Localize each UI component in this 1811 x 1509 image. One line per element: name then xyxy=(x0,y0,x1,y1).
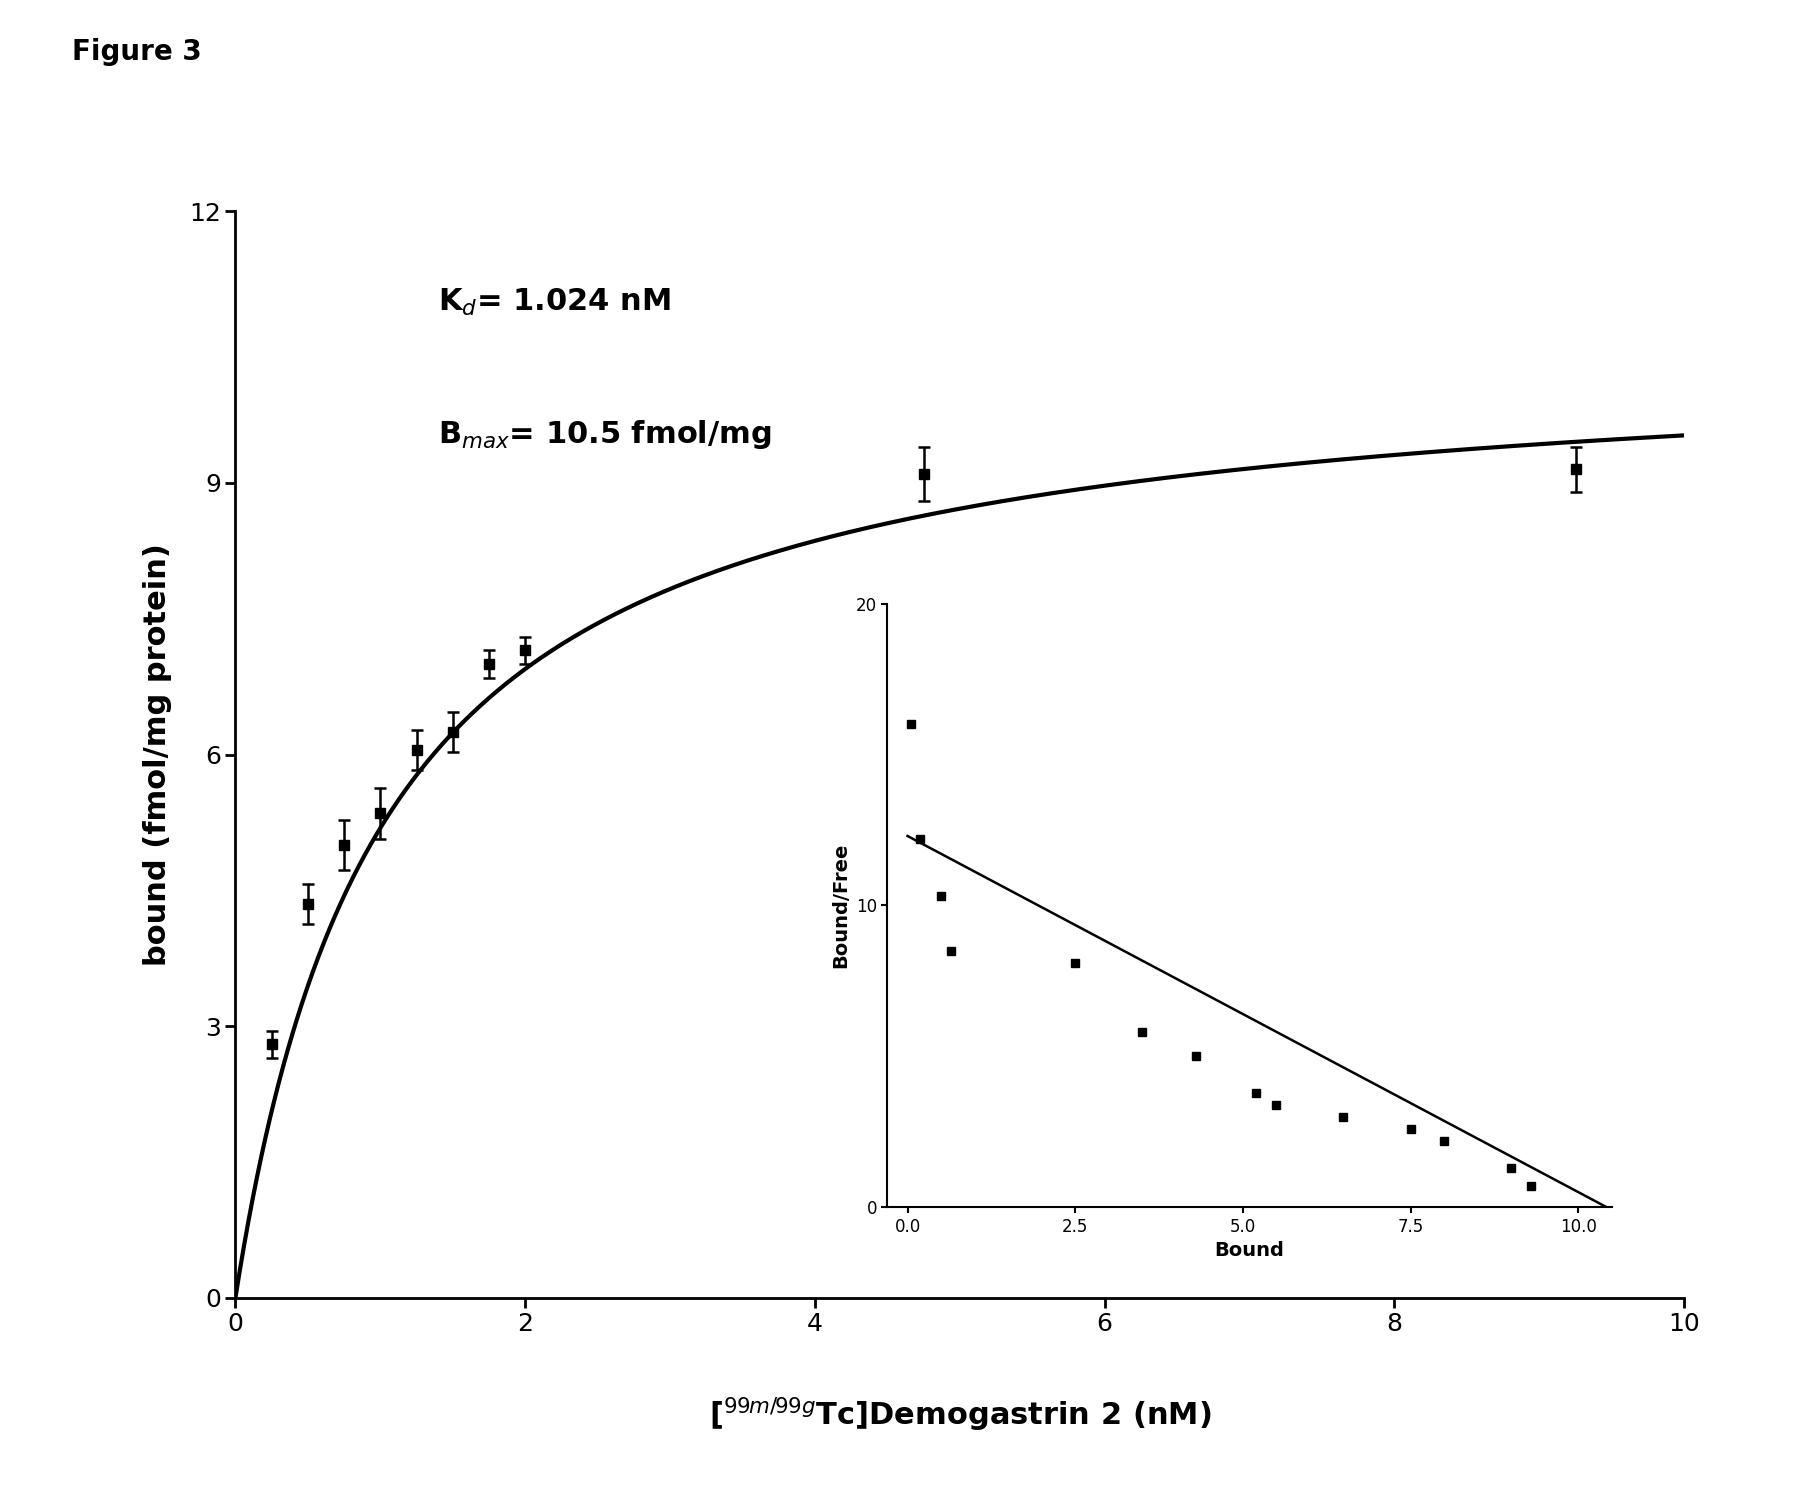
Text: Figure 3: Figure 3 xyxy=(72,38,203,66)
Text: B$_{max}$= 10.5 fmol/mg: B$_{max}$= 10.5 fmol/mg xyxy=(438,418,771,451)
X-axis label: Bound: Bound xyxy=(1215,1242,1284,1260)
Text: [$^{99m/99g}$Tc]Demogastrin 2 (nM): [$^{99m/99g}$Tc]Demogastrin 2 (nM) xyxy=(708,1396,1212,1434)
Y-axis label: bound (fmol/mg protein): bound (fmol/mg protein) xyxy=(143,543,172,966)
Text: K$_d$= 1.024 nM: K$_d$= 1.024 nM xyxy=(438,287,672,318)
Y-axis label: Bound/Free: Bound/Free xyxy=(831,842,851,969)
